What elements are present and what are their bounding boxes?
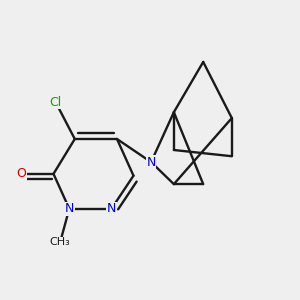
Text: N: N: [146, 156, 156, 169]
Text: CH₃: CH₃: [50, 238, 70, 248]
Text: O: O: [16, 167, 26, 180]
Text: N: N: [107, 202, 116, 215]
Text: Cl: Cl: [50, 96, 62, 109]
Text: N: N: [64, 202, 74, 215]
